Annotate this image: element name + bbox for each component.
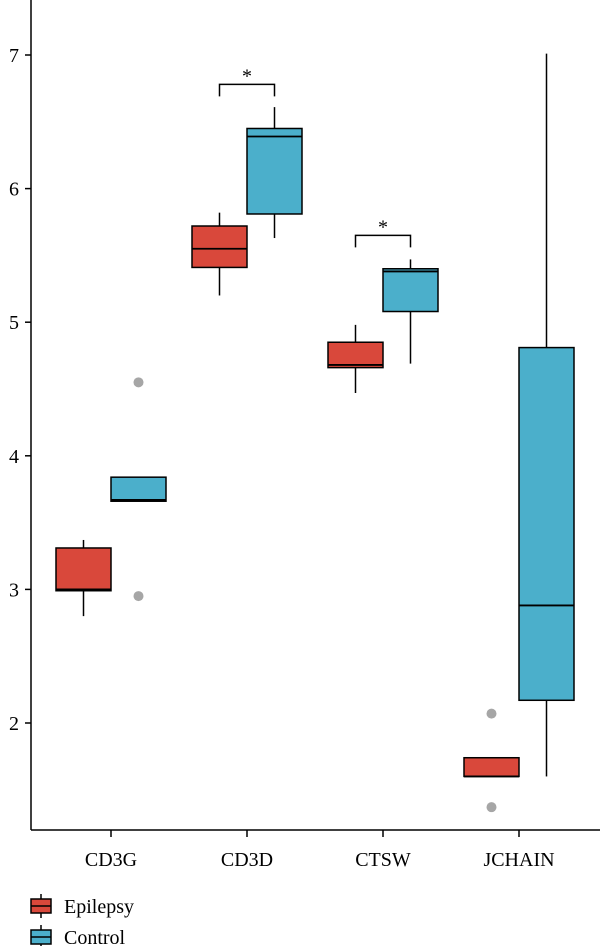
y-tick-label: 7: [9, 45, 19, 67]
box-iqr: [246, 127, 303, 215]
box-control-cd3d: [246, 107, 303, 239]
legend: Epilepsy Control: [30, 894, 134, 946]
bracket-line: [218, 83, 276, 97]
significance-bracket: *: [354, 216, 412, 248]
box-epilepsy-jchain: [463, 708, 520, 813]
x-axis-ticks: CD3G CD3D CTSW JCHAIN: [85, 830, 555, 871]
box-epilepsy-cd3d: [191, 212, 248, 296]
axes: [30, 0, 600, 831]
outlier-point: [133, 591, 144, 602]
box-control-jchain: [518, 53, 575, 777]
y-tick-label: 5: [9, 312, 19, 334]
x-tick-label: CD3G: [85, 849, 137, 871]
y-tick-label: 4: [9, 446, 19, 468]
box-iqr: [382, 268, 439, 313]
box-control-ctsw: [382, 259, 439, 364]
box-iqr: [327, 341, 384, 369]
y-tick-label: 2: [9, 713, 19, 735]
box-iqr: [518, 346, 575, 702]
bracket-line: [354, 234, 412, 248]
box-iqr: [55, 547, 112, 592]
legend-label: Control: [64, 927, 126, 946]
y-axis-ticks: 2 3 4 5 6 7: [9, 45, 31, 735]
y-tick-label: 3: [9, 579, 19, 601]
outlier-point: [486, 708, 497, 719]
box-iqr: [110, 476, 167, 502]
significance-star: *: [378, 216, 388, 238]
significance-star: *: [242, 65, 252, 87]
box-iqr: [463, 756, 520, 778]
legend-label: Epilepsy: [64, 896, 134, 918]
significance-bracket: *: [218, 65, 276, 97]
box-epilepsy-ctsw: [327, 324, 384, 394]
outlier-point: [133, 377, 144, 388]
box-epilepsy-cd3g: [55, 539, 112, 617]
box-control-cd3g: [110, 377, 167, 602]
box-plot-area: [55, 53, 575, 813]
x-tick-label: JCHAIN: [483, 849, 554, 871]
x-tick-label: CD3D: [221, 849, 273, 871]
x-tick-label: CTSW: [355, 849, 411, 871]
y-tick-label: 6: [9, 179, 19, 201]
legend-item-epilepsy: Epilepsy: [30, 894, 134, 918]
outlier-point: [486, 802, 497, 813]
box-iqr: [191, 225, 248, 269]
legend-item-control: Control: [30, 925, 126, 946]
significance-annotations: **: [218, 65, 412, 248]
